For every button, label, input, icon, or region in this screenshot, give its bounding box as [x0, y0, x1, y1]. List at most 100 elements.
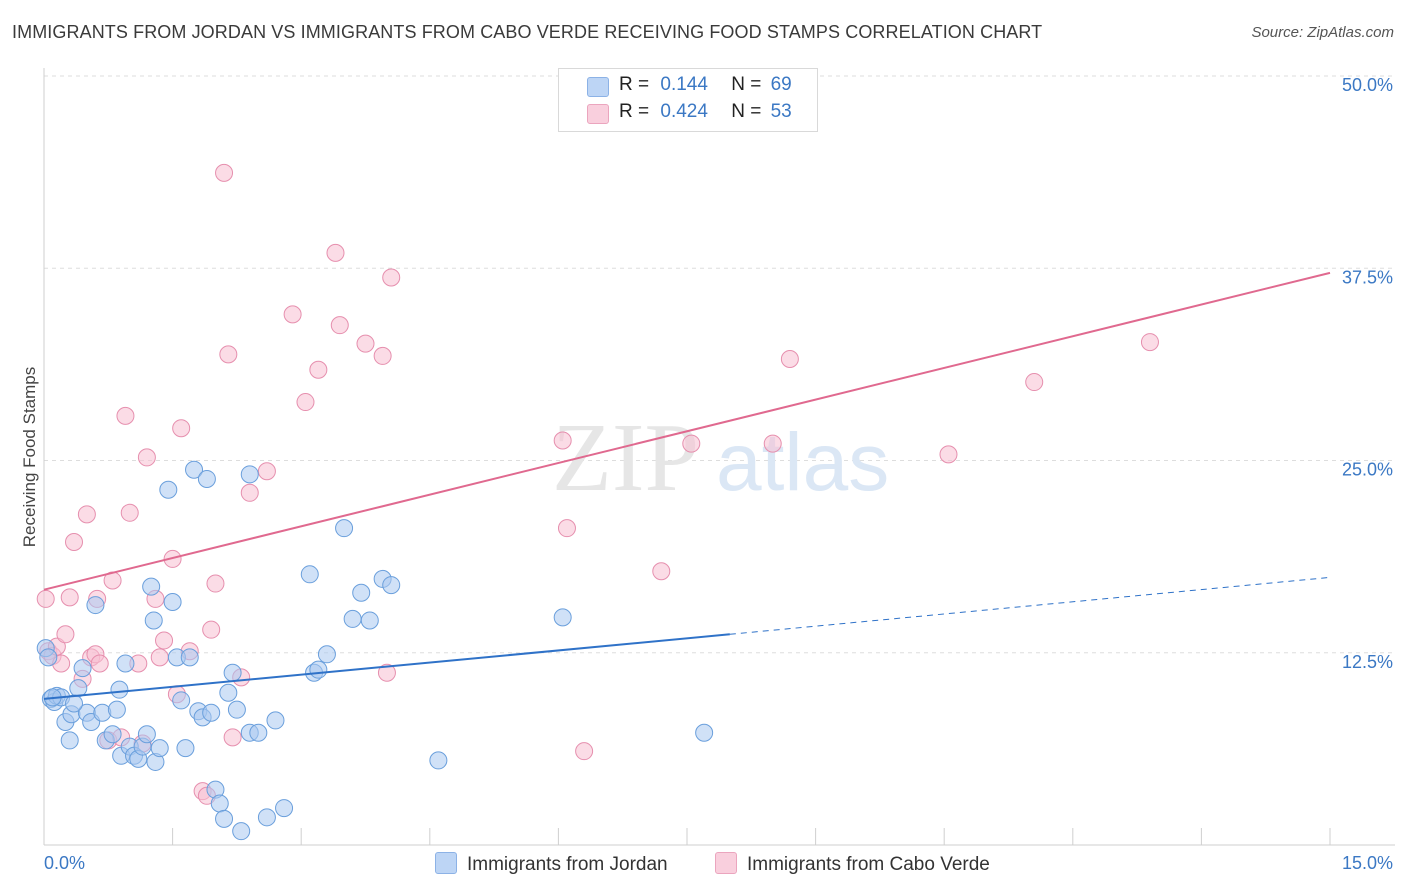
point-caboverde	[206, 574, 225, 593]
point-caboverde	[202, 620, 221, 639]
x-tick-label: 0.0%	[44, 853, 85, 873]
point-jordan	[382, 576, 401, 595]
point-caboverde	[356, 334, 375, 353]
point-caboverde	[36, 589, 55, 608]
point-caboverde	[257, 462, 276, 481]
point-caboverde	[172, 419, 191, 438]
point-jordan	[142, 577, 161, 596]
trend-line-jordan	[43, 633, 730, 700]
point-caboverde	[215, 163, 234, 182]
point-caboverde	[939, 445, 958, 464]
point-caboverde	[116, 406, 135, 425]
point-jordan	[73, 659, 92, 678]
point-jordan	[86, 596, 105, 615]
y-tick-label: 25.0%	[1342, 460, 1393, 480]
point-jordan	[185, 460, 204, 479]
point-caboverde	[326, 243, 345, 262]
point-jordan	[60, 731, 79, 750]
x-tick-label: 15.0%	[1342, 853, 1393, 873]
point-jordan	[210, 794, 229, 813]
tick-labels: 12.5% 25.0% 37.5% 50.0% 0.0% 15.0%	[44, 75, 1393, 873]
point-jordan	[172, 691, 191, 710]
point-jordan	[335, 519, 354, 538]
trend-lines	[43, 271, 1331, 700]
point-jordan	[137, 725, 156, 744]
point-caboverde	[283, 305, 302, 324]
point-jordan	[39, 648, 58, 667]
point-jordan	[227, 700, 246, 719]
point-caboverde	[1140, 333, 1159, 352]
trend-line-jordan-extension	[729, 576, 1331, 635]
point-jordan	[266, 711, 285, 730]
point-jordan	[65, 694, 84, 713]
point-jordan	[144, 611, 163, 630]
legend-r-label: R =	[619, 74, 650, 95]
legend-n-label: N =	[731, 74, 762, 95]
legend-r-value-jordan: 0.144	[660, 74, 708, 95]
watermark-atlas: atlas	[716, 417, 889, 508]
point-caboverde	[155, 631, 174, 650]
point-jordan	[317, 645, 336, 664]
point-caboverde	[780, 349, 799, 368]
point-jordan	[215, 809, 234, 828]
source-label: Source: ZipAtlas.com	[1251, 24, 1394, 41]
point-caboverde	[223, 728, 242, 747]
point-jordan	[232, 822, 251, 841]
point-caboverde	[77, 505, 96, 524]
legend-r-value-caboverde: 0.424	[660, 101, 708, 122]
bottom-legend-swatch-caboverde	[715, 852, 737, 874]
point-caboverde	[296, 393, 315, 412]
watermark-zip: ZIP	[552, 404, 699, 512]
point-jordan	[429, 751, 448, 770]
series-jordan-points	[36, 460, 714, 841]
point-jordan	[202, 703, 221, 722]
grid-lines	[44, 75, 1395, 654]
point-jordan	[695, 723, 714, 742]
bottom-legend-swatch-jordan	[435, 852, 457, 874]
trend-line-caboverde	[43, 271, 1331, 591]
y-tick-label: 50.0%	[1342, 75, 1393, 95]
point-caboverde	[382, 268, 401, 287]
bottom-legend-label-jordan: Immigrants from Jordan	[467, 854, 668, 875]
point-caboverde	[682, 434, 701, 453]
point-caboverde	[1025, 373, 1044, 392]
point-jordan	[352, 583, 371, 602]
point-jordan	[223, 663, 242, 682]
point-caboverde	[56, 625, 75, 644]
point-jordan	[360, 611, 379, 630]
point-jordan	[107, 700, 126, 719]
point-caboverde	[240, 483, 259, 502]
legend-r-label: R =	[619, 101, 650, 122]
legend-n-label: N =	[731, 101, 762, 122]
legend-swatch-caboverde	[587, 104, 609, 124]
point-jordan	[309, 660, 328, 679]
point-jordan	[249, 723, 268, 742]
point-jordan	[257, 808, 276, 827]
axes	[43, 68, 1395, 846]
point-jordan	[150, 739, 169, 758]
bottom-legend-caboverde: Immigrants from Cabo Verde	[715, 852, 990, 876]
point-jordan	[343, 609, 362, 628]
point-caboverde	[330, 316, 349, 335]
point-jordan	[553, 608, 572, 627]
point-jordan	[176, 739, 195, 758]
point-caboverde	[219, 345, 238, 364]
watermark: ZIP atlas	[552, 404, 889, 512]
legend-n-value-caboverde: 53	[770, 101, 792, 122]
y-tick-label: 12.5%	[1342, 652, 1393, 672]
point-caboverde	[150, 648, 169, 667]
point-jordan	[197, 469, 216, 488]
point-jordan	[69, 679, 88, 698]
point-caboverde	[557, 519, 576, 538]
point-caboverde	[763, 434, 782, 453]
point-caboverde	[137, 448, 156, 467]
point-jordan	[275, 799, 294, 818]
bottom-legend-label-caboverde: Immigrants from Cabo Verde	[747, 854, 990, 875]
point-jordan	[219, 683, 238, 702]
point-jordan	[116, 654, 135, 673]
point-caboverde	[309, 360, 328, 379]
point-jordan	[159, 480, 178, 499]
correlation-legend: R = 0.144 N = 69 R = 0.424 N = 53	[558, 68, 818, 132]
y-tick-label: 37.5%	[1342, 267, 1393, 287]
point-caboverde	[652, 562, 671, 581]
